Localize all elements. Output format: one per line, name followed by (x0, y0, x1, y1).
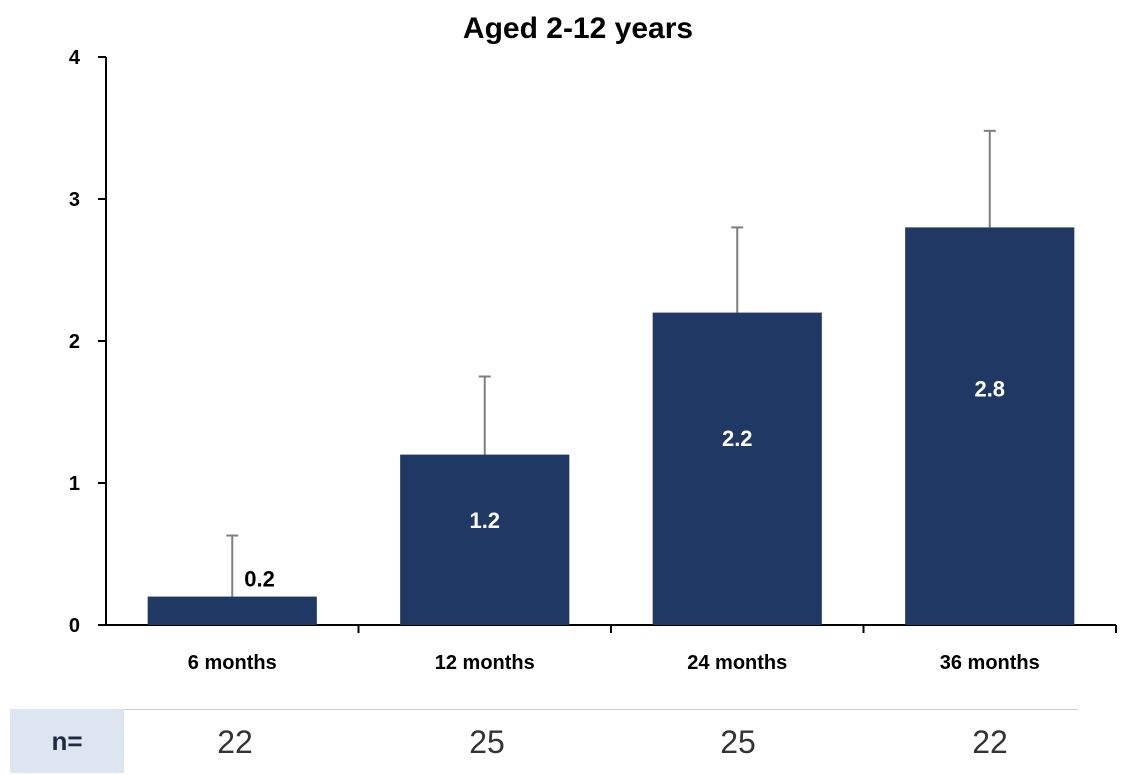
sample-size-label: n= (10, 709, 124, 773)
bar-chart: Aged 2-12 years 0 1 2 3 4 0.2 6 months 1.2 12 mo… (69, 12, 1117, 674)
data-label-12-months: 1.2 (469, 508, 500, 533)
x-tick-label-24-months: 24 months (687, 652, 787, 674)
y-tick-label-4: 4 (69, 47, 81, 69)
x-tick-label-6-months: 6 months (188, 652, 277, 674)
bar-6-months (147, 596, 317, 625)
chart-title: Aged 2-12 years (463, 12, 693, 45)
y-tick-label-1: 1 (69, 473, 80, 495)
data-label-6-months: 0.2 (244, 567, 275, 592)
sample-size-36-months: 22 (972, 724, 1008, 760)
y-tick-label-0: 0 (69, 615, 80, 637)
x-tick-label-36-months: 36 months (940, 652, 1040, 674)
sample-size-row: n= 22 25 25 22 (0, 706, 1128, 775)
sample-size-24-months: 25 (720, 724, 756, 760)
sample-size-6-months: 22 (217, 724, 253, 760)
data-label-24-months: 2.2 (722, 426, 753, 451)
x-tick-label-12-months: 12 months (435, 652, 535, 674)
data-label-36-months: 2.8 (974, 376, 1005, 401)
bar-24-months (652, 312, 822, 625)
sample-size-12-months: 25 (469, 724, 505, 760)
y-tick-label-3: 3 (69, 189, 80, 211)
sample-size-divider (124, 709, 1078, 710)
bar-12-months (400, 454, 570, 625)
y-tick-label-2: 2 (69, 331, 80, 353)
bar-36-months (905, 227, 1075, 625)
